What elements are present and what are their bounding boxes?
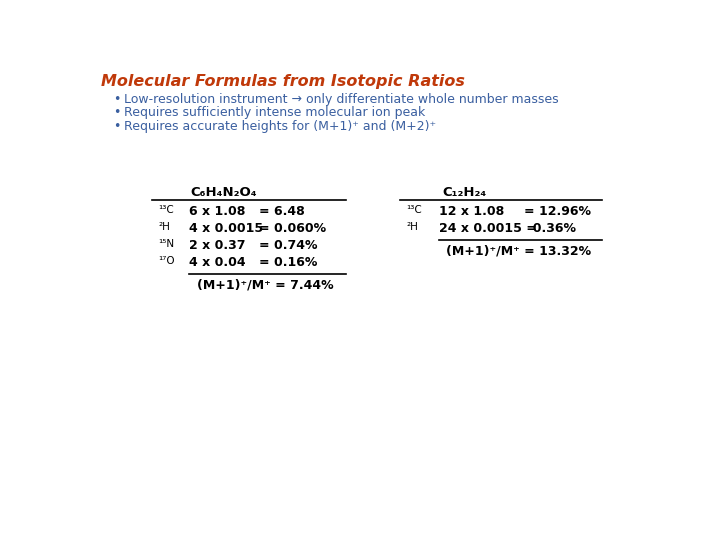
Text: 4 x 0.04: 4 x 0.04 [189, 256, 246, 269]
Text: Requires accurate heights for (M+1)⁺ and (M+2)⁺: Requires accurate heights for (M+1)⁺ and… [124, 120, 436, 133]
Text: Requires sufficiently intense molecular ion peak: Requires sufficiently intense molecular … [124, 106, 426, 119]
Text: = 0.74%: = 0.74% [259, 239, 318, 252]
Text: = 6.48: = 6.48 [259, 205, 305, 218]
Text: 2 x 0.37: 2 x 0.37 [189, 239, 246, 252]
Text: ¹⁷O: ¹⁷O [158, 256, 175, 266]
Text: ¹³C: ¹³C [158, 205, 174, 215]
Text: 0.36%: 0.36% [524, 222, 576, 235]
Text: ¹³C: ¹³C [406, 205, 422, 215]
Text: Molecular Formulas from Isotopic Ratios: Molecular Formulas from Isotopic Ratios [101, 74, 464, 89]
Text: (M+1)⁺/M⁺ = 13.32%: (M+1)⁺/M⁺ = 13.32% [446, 245, 592, 258]
Text: (M+1)⁺/M⁺ = 7.44%: (M+1)⁺/M⁺ = 7.44% [197, 279, 333, 292]
Text: ²H: ²H [158, 222, 170, 232]
Text: 24 x 0.0015 =: 24 x 0.0015 = [438, 222, 536, 235]
Text: 4 x 0.0015: 4 x 0.0015 [189, 222, 264, 235]
Text: = 0.060%: = 0.060% [259, 222, 326, 235]
Text: •: • [113, 106, 121, 119]
Text: C₆H₄N₂O₄: C₆H₄N₂O₄ [191, 186, 257, 199]
Text: Low-resolution instrument → only differentiate whole number masses: Low-resolution instrument → only differe… [124, 92, 559, 105]
Text: •: • [113, 92, 121, 105]
Text: ²H: ²H [406, 222, 418, 232]
Text: •: • [113, 120, 121, 133]
Text: C₁₂H₂₄: C₁₂H₂₄ [443, 186, 487, 199]
Text: = 0.16%: = 0.16% [259, 256, 318, 269]
Text: = 12.96%: = 12.96% [524, 205, 591, 218]
Text: ¹⁵N: ¹⁵N [158, 239, 174, 249]
Text: 6 x 1.08: 6 x 1.08 [189, 205, 246, 218]
Text: 12 x 1.08: 12 x 1.08 [438, 205, 504, 218]
